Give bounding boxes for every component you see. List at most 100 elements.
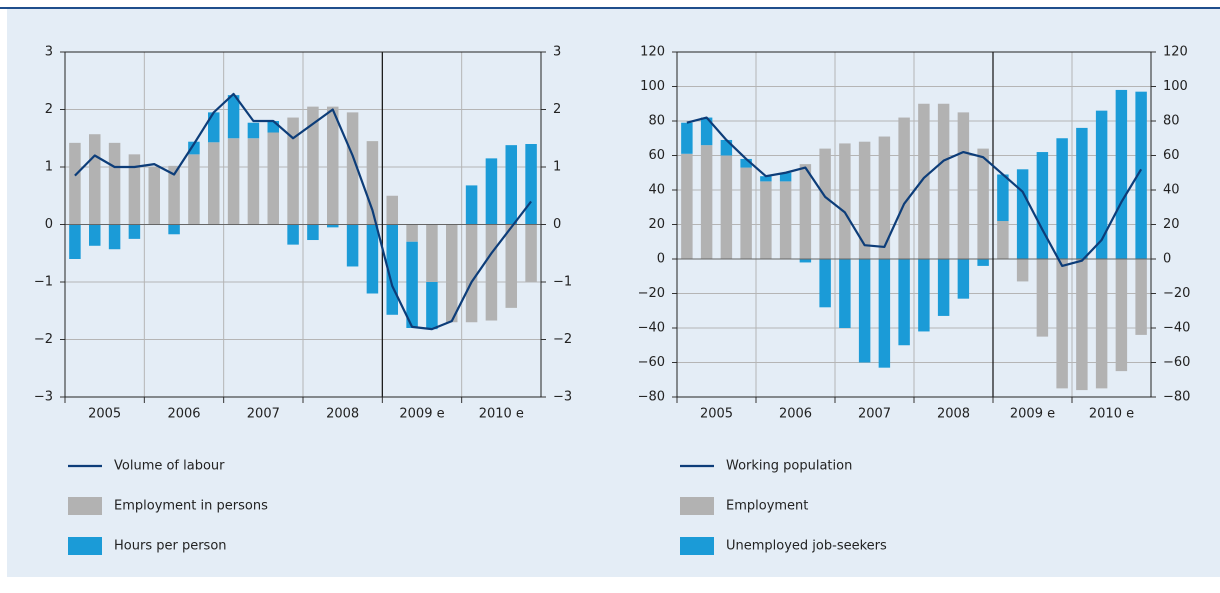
bar	[918, 103, 930, 259]
y2-tick-label: 80	[1163, 114, 1180, 129]
y2-tick-label: 3	[553, 45, 561, 60]
bar	[128, 154, 141, 225]
bar	[700, 117, 713, 146]
bar	[108, 224, 121, 250]
y-tick-label: 1	[45, 160, 53, 175]
y-tick-label: −20	[638, 286, 665, 301]
y2-tick-label: −2	[553, 332, 572, 347]
bar	[720, 139, 733, 156]
y2-tick-label: 100	[1163, 79, 1188, 94]
y-tick-label: 0	[45, 217, 53, 232]
bar	[525, 224, 537, 282]
x-tick-label: 2007	[247, 407, 280, 422]
line	[74, 92, 532, 331]
bar	[227, 138, 240, 225]
bar	[1115, 89, 1128, 259]
y-tick-label: 20	[648, 217, 665, 232]
bar	[326, 224, 339, 228]
bar	[918, 259, 930, 332]
legend-label: Working population	[726, 459, 852, 474]
bar	[779, 181, 792, 259]
bar	[720, 155, 733, 259]
y2-tick-label: 120	[1163, 45, 1188, 60]
bar	[227, 95, 240, 139]
legend-swatch	[680, 497, 714, 515]
x-tick-label: 2010 e	[479, 407, 524, 422]
bar	[247, 138, 260, 225]
bar	[740, 158, 752, 168]
bar	[267, 132, 280, 225]
bar	[386, 195, 399, 225]
bar	[346, 112, 359, 225]
bar	[247, 122, 260, 139]
bar	[207, 112, 220, 143]
bar	[1135, 91, 1147, 259]
x-tick-label: 2006	[167, 407, 200, 422]
bar	[839, 259, 851, 328]
y-tick-label: −80	[638, 390, 665, 405]
bar	[937, 103, 950, 259]
bar	[148, 167, 161, 225]
x-tick-label: 2008	[937, 407, 970, 422]
x-tick-label: 2010 e	[1089, 407, 1134, 422]
bar	[1076, 259, 1088, 391]
bar	[957, 259, 970, 299]
y-tick-label: 80	[648, 114, 665, 129]
bar	[188, 141, 200, 155]
bar	[88, 224, 101, 246]
bar	[937, 259, 950, 316]
bar	[485, 224, 498, 321]
y2-tick-label: −1	[553, 275, 572, 290]
bar	[1016, 259, 1029, 282]
bar	[485, 158, 498, 225]
legend-swatch	[68, 497, 102, 515]
y2-tick-label: −40	[1163, 321, 1190, 336]
bar	[1056, 138, 1068, 259]
bar	[1036, 259, 1049, 337]
x-tick-label: 2007	[858, 407, 891, 422]
bar	[819, 148, 831, 259]
x-tick-label: 2005	[88, 407, 121, 422]
bar	[128, 224, 141, 239]
legend-swatch	[68, 537, 102, 555]
plot-frame	[64, 51, 542, 398]
bar	[779, 172, 792, 182]
y-tick-label: 0	[657, 252, 665, 267]
y2-tick-label: 60	[1163, 148, 1180, 163]
y2-tick-label: −20	[1163, 286, 1190, 301]
y-tick-label: −3	[34, 390, 53, 405]
bar	[878, 259, 891, 368]
bar	[740, 167, 752, 259]
bar	[997, 221, 1009, 259]
legend-label: Hours per person	[114, 539, 227, 554]
bar	[426, 282, 438, 330]
y2-tick-label: −3	[553, 390, 572, 405]
bar	[505, 145, 518, 225]
bar	[445, 224, 458, 323]
bar	[760, 181, 772, 259]
bar	[819, 259, 831, 308]
bar	[878, 136, 891, 259]
y-tick-label: −40	[638, 321, 665, 336]
bar	[69, 224, 81, 259]
y-tick-label: −60	[638, 355, 665, 370]
y2-tick-label: 40	[1163, 183, 1180, 198]
bar	[366, 141, 379, 225]
bar	[406, 241, 418, 328]
bar	[957, 112, 970, 259]
bar	[287, 224, 299, 245]
bar	[760, 176, 772, 182]
bar	[681, 153, 693, 259]
bar	[88, 134, 101, 225]
y-tick-label: −1	[34, 275, 53, 290]
bar	[307, 224, 319, 241]
y2-tick-label: −80	[1163, 390, 1190, 405]
plot-frame	[676, 51, 1152, 398]
y-tick-label: 40	[648, 183, 665, 198]
bar	[188, 154, 200, 225]
y-tick-label: 3	[45, 45, 53, 60]
bar	[858, 141, 871, 259]
bar	[898, 117, 910, 259]
bar	[997, 174, 1009, 222]
bar	[681, 122, 693, 154]
